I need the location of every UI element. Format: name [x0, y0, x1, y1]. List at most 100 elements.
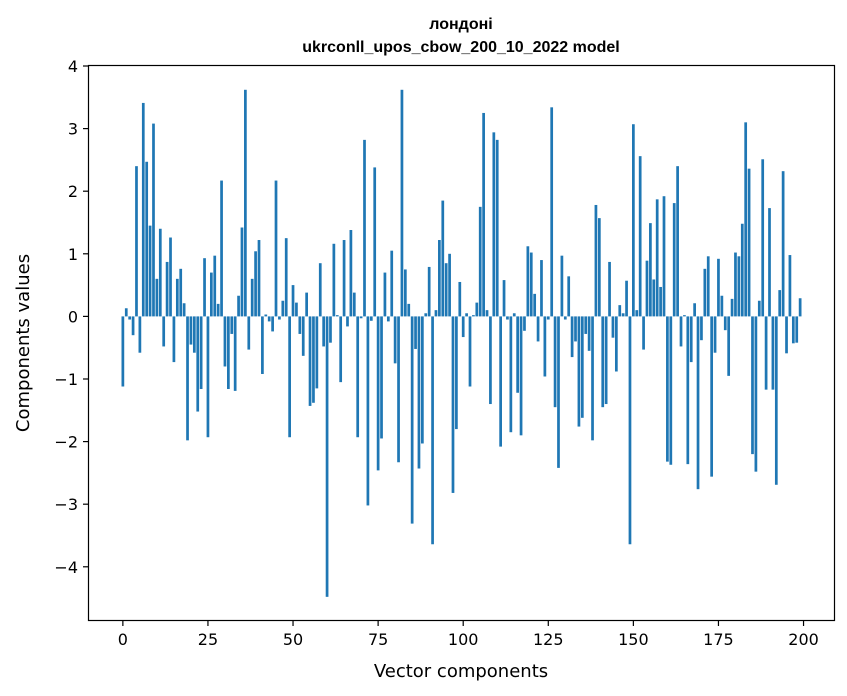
bar-component-137	[587, 316, 591, 351]
bar-component-161	[669, 316, 673, 465]
bar-component-24	[203, 258, 206, 317]
bar-component-57	[315, 316, 319, 389]
bar-component-74	[373, 167, 377, 317]
y-tick-label: 3	[68, 120, 78, 139]
bar-component-51	[295, 302, 298, 317]
bar-component-39	[254, 251, 257, 317]
bar-component-148	[625, 280, 628, 317]
x-tick-label: 0	[118, 630, 128, 649]
bar-component-134	[577, 316, 581, 427]
bar-component-139	[594, 204, 598, 317]
bar-component-151	[635, 310, 639, 317]
bar-component-1	[124, 308, 128, 317]
bar-component-68	[352, 292, 356, 317]
bar-component-109	[492, 132, 496, 317]
bar-component-144	[611, 316, 615, 338]
bar-component-84	[407, 303, 411, 317]
bar-component-36	[244, 89, 247, 317]
x-tick-label: 100	[448, 630, 479, 649]
bar-component-192	[774, 316, 778, 485]
bar-component-198	[795, 316, 799, 343]
bar-component-50	[291, 285, 295, 317]
plot-area-frame	[87, 64, 836, 622]
bar-component-173	[710, 316, 714, 477]
bar-component-164	[679, 316, 683, 347]
bar-component-123	[540, 260, 543, 317]
x-tick-label: 175	[703, 630, 734, 649]
bar-component-177	[723, 316, 727, 331]
bar-component-93	[438, 240, 441, 317]
x-axis-ticks: 0 25 50 75 100 125 150 175 200	[118, 620, 819, 649]
bar-component-28	[216, 303, 220, 317]
bar-component-5	[138, 316, 142, 353]
bar-component-80	[393, 316, 397, 364]
x-tick-label: 25	[198, 630, 218, 649]
bar-component-2	[128, 316, 132, 320]
bar-component-87	[417, 316, 421, 469]
bar-component-154	[645, 260, 649, 317]
bar-component-34	[237, 295, 240, 317]
bar-component-38	[250, 278, 254, 317]
bar-component-119	[526, 246, 530, 317]
bar-component-3	[131, 316, 135, 336]
bar-component-122	[536, 316, 540, 342]
bar-component-26	[209, 272, 213, 317]
bar-component-56	[312, 316, 315, 403]
bar-component-191	[771, 316, 775, 390]
bar-component-166	[686, 316, 690, 465]
bar-component-187	[757, 300, 761, 317]
bar-component-126	[550, 107, 554, 317]
bar-component-96	[448, 253, 451, 317]
bar-component-11	[158, 228, 162, 317]
bar-component-52	[298, 316, 302, 334]
bar-component-16	[175, 278, 179, 317]
bar-component-185	[751, 316, 754, 455]
bar-component-131	[567, 276, 571, 317]
bar-component-108	[489, 316, 492, 405]
bar-component-25	[206, 316, 210, 438]
bar-component-88	[421, 316, 424, 444]
bar-component-7	[145, 161, 149, 317]
bar-component-82	[400, 89, 404, 317]
bar-component-114	[509, 316, 513, 433]
x-tick-label: 125	[533, 630, 564, 649]
bar-component-182	[740, 223, 744, 317]
bar-component-42	[264, 314, 268, 317]
bar-component-159	[662, 196, 666, 317]
bar-component-92	[434, 310, 438, 317]
bar-component-116	[516, 316, 520, 393]
bar-component-149	[628, 316, 632, 545]
bar-component-65	[342, 240, 346, 317]
bar-component-146	[618, 305, 622, 317]
bar-component-4	[135, 166, 138, 317]
bar-component-44	[271, 316, 274, 332]
bar-component-9	[152, 123, 155, 317]
bar-component-10	[155, 278, 159, 317]
bar-component-165	[683, 315, 686, 317]
bar-component-129	[560, 255, 564, 317]
bar-component-132	[570, 316, 574, 358]
bar-component-41	[261, 316, 264, 374]
bar-component-195	[785, 316, 788, 354]
bar-component-120	[529, 252, 533, 317]
bar-component-48	[284, 238, 288, 317]
bar-component-160	[666, 316, 669, 462]
bar-component-153	[642, 316, 645, 350]
bar-component-141	[601, 316, 605, 408]
bar-component-100	[461, 316, 465, 338]
bar-component-59	[322, 316, 326, 347]
y-tick-label: 4	[68, 57, 78, 76]
y-axis-label: Components values	[13, 254, 34, 432]
bar-component-101	[465, 313, 468, 317]
bar-component-75	[376, 316, 380, 471]
bar-component-85	[410, 316, 414, 524]
bar-component-0	[121, 316, 125, 387]
bar-component-40	[257, 240, 261, 317]
bar-component-178	[727, 316, 731, 376]
bar-component-168	[693, 303, 696, 317]
bar-component-49	[288, 316, 291, 438]
bar-component-181	[737, 256, 741, 317]
bar-component-115	[512, 313, 516, 317]
bar-component-23	[199, 316, 203, 390]
y-tick-label: −2	[54, 433, 78, 452]
